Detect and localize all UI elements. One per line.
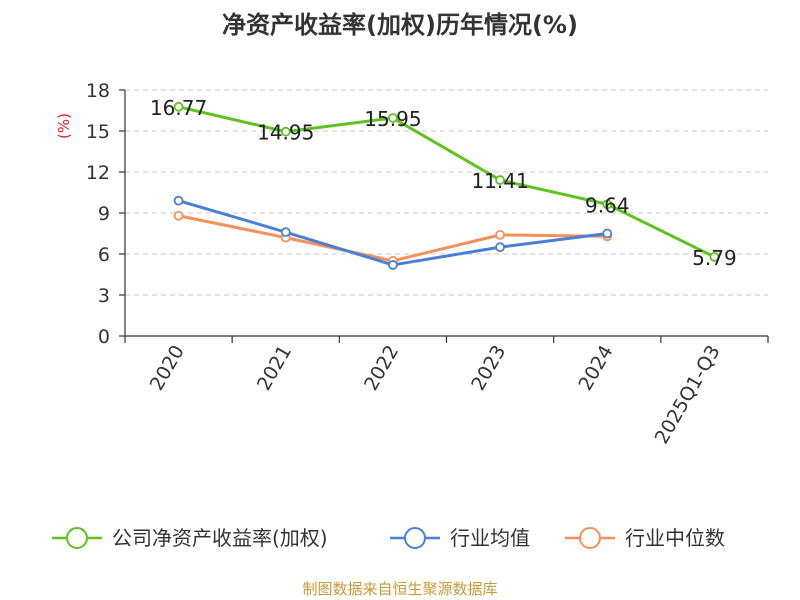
y-tick-label: 12 (86, 162, 110, 184)
y-tick-labels: 0 3 6 9 12 15 18 (86, 80, 110, 348)
data-point (280, 227, 291, 238)
data-point (602, 228, 613, 239)
data-point (388, 260, 398, 270)
series-1 (173, 195, 613, 270)
x-tick-label: 2025Q1-Q3 (651, 342, 725, 448)
legend: 公司净资产收益率(加权) 行业均值 行业中位数 (52, 526, 725, 550)
chart-title: 净资产收益率(加权)历年情况(%) (222, 11, 578, 39)
y-tick-label: 15 (86, 121, 110, 143)
data-point (602, 199, 613, 210)
data-point (173, 210, 184, 221)
legend-item: 公司净资产收益率(加权) (52, 526, 328, 550)
data-point (388, 113, 398, 123)
y-tick-label: 9 (98, 203, 110, 225)
data-point (173, 101, 184, 112)
legend-label: 公司净资产收益率(加权) (112, 526, 328, 550)
y-tick-label: 3 (98, 285, 110, 307)
data-label: 11.41 (471, 169, 528, 193)
data-point (709, 251, 720, 262)
legend-marker (404, 527, 426, 549)
y-tick-label: 6 (98, 244, 110, 266)
legend-label: 行业均值 (450, 526, 530, 550)
legend-item: 行业均值 (390, 526, 530, 550)
data-point (280, 126, 291, 137)
grid-lines (125, 89, 768, 296)
x-tick-label: 2021 (253, 342, 296, 395)
x-tick-labels: 2020 2021 2022 2023 2024 2025Q1-Q3 (146, 342, 725, 448)
axes (119, 89, 769, 343)
legend-item: 行业中位数 (565, 526, 725, 550)
series-line (178, 105, 716, 259)
data-label: 15.95 (364, 107, 421, 131)
data-point (173, 195, 184, 206)
y-tick-label: 0 (98, 326, 110, 348)
y-tick-label: 18 (86, 80, 110, 102)
x-tick-label: 2020 (146, 342, 189, 395)
data-point (495, 242, 505, 253)
series-group (173, 101, 720, 270)
data-point (495, 175, 505, 185)
y-axis-label: (%) (55, 113, 73, 139)
data-label: 5.79 (692, 246, 737, 270)
source-note: 制图数据来自恒生聚源数据库 (302, 580, 497, 598)
legend-marker (579, 527, 601, 549)
legend-label: 行业中位数 (625, 526, 725, 550)
data-label: 9.64 (585, 193, 630, 217)
x-tick-label: 2023 (467, 342, 510, 395)
data-point (495, 229, 505, 240)
series-line (178, 199, 608, 267)
data-labels: 16.77 14.95 15.95 11.41 9.64 5.79 (150, 96, 737, 270)
legend-marker (66, 527, 88, 549)
series-0 (173, 101, 720, 262)
data-label: 16.77 (150, 96, 207, 120)
x-tick-label: 2024 (574, 342, 617, 395)
x-tick-label: 2022 (360, 342, 403, 395)
data-label: 14.95 (257, 121, 314, 145)
